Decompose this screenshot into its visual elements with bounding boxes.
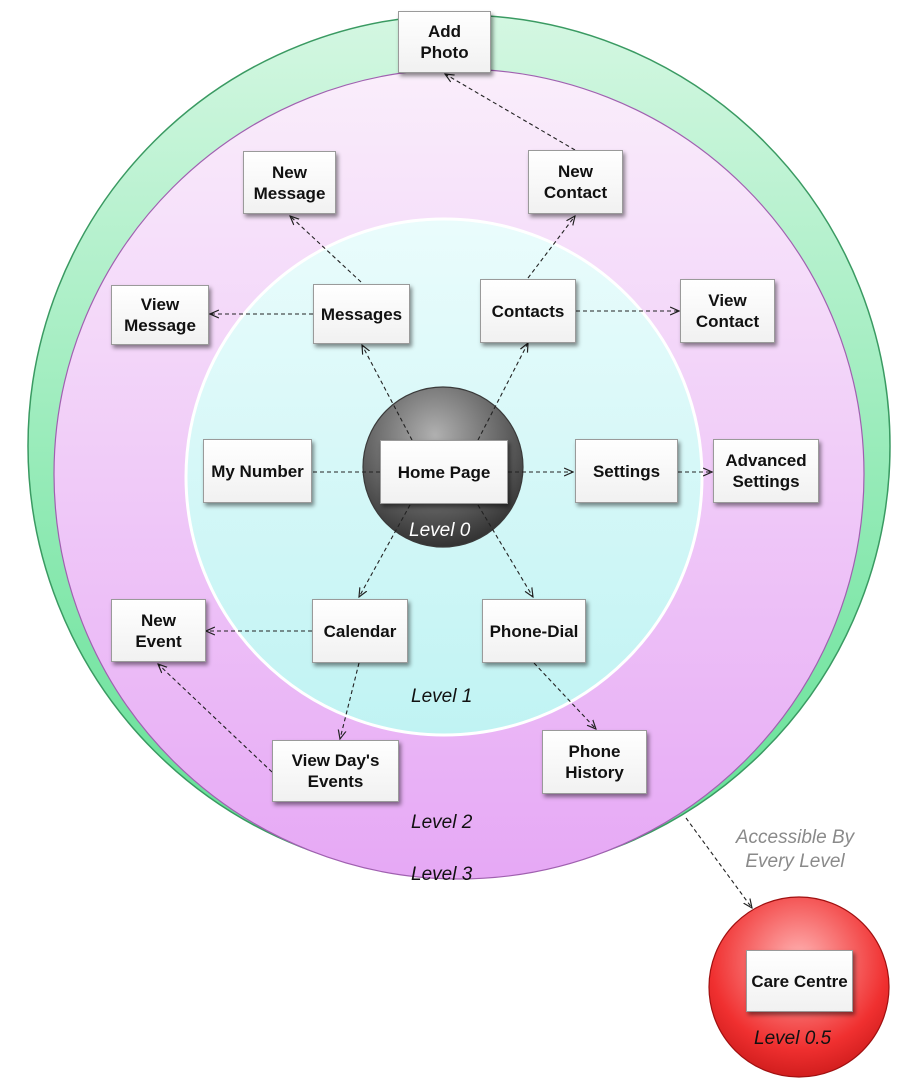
level3-label: Level 3 xyxy=(411,864,473,885)
new-event-node[interactable]: New Event xyxy=(111,599,206,662)
view-message-node[interactable]: View Message xyxy=(111,285,209,345)
link-calendar-viewdays xyxy=(340,662,360,739)
care-centre-node[interactable]: Care Centre xyxy=(746,950,853,1012)
contacts-node[interactable]: Contacts xyxy=(480,279,576,343)
view-days-events-node[interactable]: View Day's Events xyxy=(272,740,399,802)
accessible-note: Accessible By Every Level xyxy=(735,827,855,872)
phone-history-node[interactable]: Phone History xyxy=(542,730,647,794)
add-photo-node[interactable]: Add Photo xyxy=(398,11,491,73)
level0-label: Level 0 xyxy=(409,520,471,541)
link-level3-care xyxy=(685,817,752,908)
settings-node[interactable]: Settings xyxy=(575,439,678,503)
level2-label: Level 2 xyxy=(411,812,473,833)
home-page-node[interactable]: Home Page xyxy=(380,440,508,504)
calendar-node[interactable]: Calendar xyxy=(312,599,408,663)
new-contact-node[interactable]: New Contact xyxy=(528,150,623,214)
link-home-phonedial xyxy=(477,504,533,597)
link-home-calendar xyxy=(359,504,411,597)
link-contacts-newcontact xyxy=(527,216,575,279)
advanced-settings-node[interactable]: Advanced Settings xyxy=(713,439,819,503)
link-messages-newmessage xyxy=(290,216,362,283)
link-home-messages xyxy=(362,345,413,441)
messages-node[interactable]: Messages xyxy=(313,284,410,344)
new-message-node[interactable]: New Message xyxy=(243,151,336,214)
view-contact-node[interactable]: View Contact xyxy=(680,279,775,343)
my-number-node[interactable]: My Number xyxy=(203,439,312,503)
link-viewdays-newevent xyxy=(158,664,273,773)
link-phonedial-history xyxy=(533,662,596,729)
level05-label: Level 0.5 xyxy=(754,1028,832,1049)
phone-dial-node[interactable]: Phone-Dial xyxy=(482,599,586,663)
level1-label: Level 1 xyxy=(411,686,473,707)
